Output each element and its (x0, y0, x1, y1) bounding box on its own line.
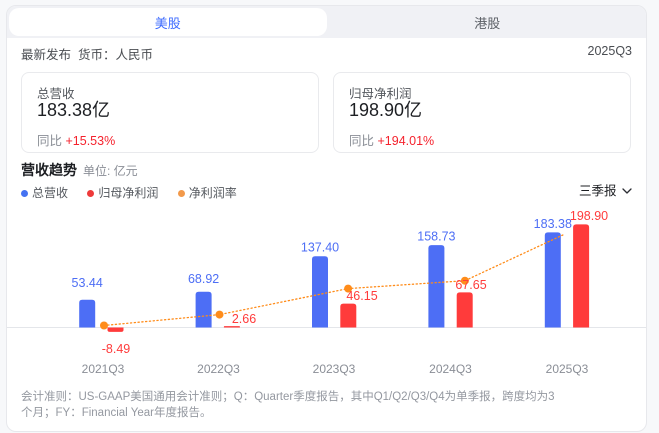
svg-text:46.15: 46.15 (346, 289, 377, 303)
svg-text:-8.49: -8.49 (102, 342, 131, 356)
svg-text:2021Q3: 2021Q3 (82, 362, 125, 376)
svg-text:2024Q3: 2024Q3 (429, 362, 472, 376)
svg-text:2025Q3: 2025Q3 (546, 362, 589, 376)
svg-text:183.38: 183.38 (534, 217, 572, 231)
svg-text:2.66: 2.66 (232, 312, 256, 326)
svg-text:53.44: 53.44 (72, 276, 103, 290)
svg-text:137.40: 137.40 (301, 241, 339, 255)
svg-text:2022Q3: 2022Q3 (197, 362, 240, 376)
svg-text:158.73: 158.73 (417, 230, 455, 244)
svg-text:198.90: 198.90 (570, 209, 608, 223)
svg-text:2023Q3: 2023Q3 (313, 362, 356, 376)
svg-text:68.92: 68.92 (188, 272, 219, 286)
svg-text:67.65: 67.65 (455, 278, 486, 292)
